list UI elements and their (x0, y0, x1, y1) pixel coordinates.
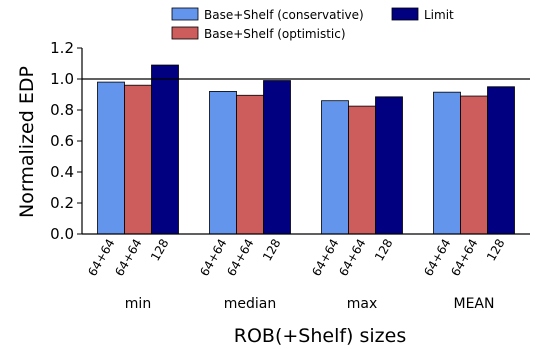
bar-label: 64+64 (336, 237, 368, 279)
y-tick-label: 0.2 (50, 194, 74, 212)
y-tick-label: 0.4 (50, 163, 74, 181)
bar-min-2 (151, 64, 179, 235)
category-label-mean: MEAN (454, 296, 495, 312)
y-tick-label: 0.6 (50, 132, 74, 150)
bar-min-0 (97, 81, 125, 235)
legend: Base+Shelf (conservative) Base+Shelf (opt… (171, 7, 454, 41)
bar-mean-2 (487, 86, 515, 235)
bar-median-1 (236, 94, 264, 235)
y-tick-label: 1.2 (50, 39, 74, 57)
bar-mean-1 (460, 95, 488, 235)
bar-label: 128 (260, 237, 284, 264)
legend-entry-2: Limit (424, 8, 454, 22)
bar-max-0 (321, 100, 349, 235)
bar-max-1 (348, 105, 376, 235)
bar-label: 64+64 (112, 237, 144, 279)
bar-label: 128 (372, 237, 396, 264)
bar-min-1 (124, 84, 152, 235)
bar-label: 128 (484, 237, 508, 264)
legend-swatch-1 (171, 26, 199, 40)
y-axis-title: Normalized EDP (16, 66, 38, 218)
bars-group (97, 64, 515, 235)
bar-mean-0 (433, 91, 461, 235)
legend-entry-0: Base+Shelf (conservative) (204, 8, 364, 22)
bar-label: 64+64 (448, 237, 480, 279)
category-label-min: min (125, 296, 151, 312)
category-label-max: max (347, 296, 378, 312)
category-label-median: median (224, 296, 276, 312)
legend-swatch-2 (391, 7, 419, 21)
y-tick-label: 1.0 (50, 70, 74, 88)
bar-label: 64+64 (224, 237, 256, 279)
bar-median-0 (209, 91, 237, 235)
x-axis-title: ROB(+Shelf) sizes (234, 325, 406, 347)
bar-label: 128 (148, 237, 172, 264)
legend-swatch-0 (171, 7, 199, 21)
bar-max-2 (375, 96, 403, 235)
y-tick-label: 0.8 (50, 101, 74, 119)
y-tick-label: 0.0 (50, 225, 74, 243)
legend-entry-1: Base+Shelf (optimistic) (204, 27, 346, 41)
bar-median-2 (263, 80, 291, 235)
